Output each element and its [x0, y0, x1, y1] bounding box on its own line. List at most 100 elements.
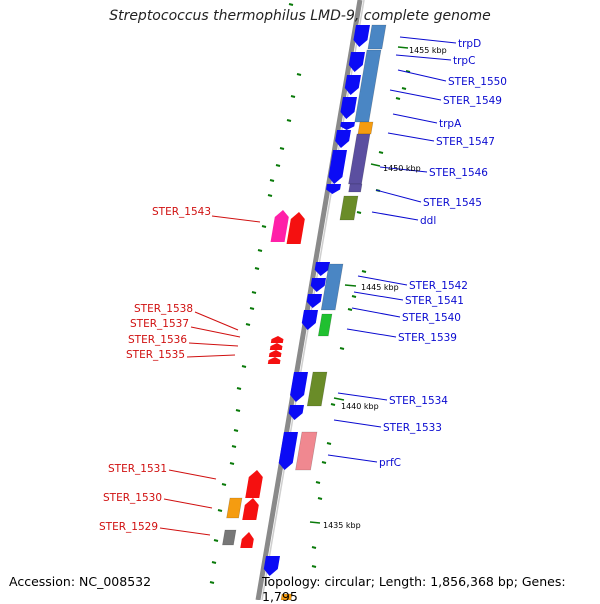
gene-label-ddl[interactable]: ddl [420, 215, 436, 227]
gc-skew-dash [279, 147, 285, 150]
gc-skew-dash [217, 509, 223, 512]
leader-line [397, 69, 447, 82]
cog-feature [306, 371, 328, 407]
gene-label-ster-1536[interactable]: STER_1536 [128, 334, 187, 346]
gene-feature [310, 278, 326, 292]
gene-label-ster-1534[interactable]: STER_1534 [389, 395, 448, 407]
gene-label-ster-1540[interactable]: STER_1540 [402, 312, 461, 324]
leader-line [346, 328, 397, 338]
gene-label-trpc[interactable]: trpC [453, 55, 475, 67]
gc-skew-dash [339, 347, 345, 350]
gene-label-ster-1543[interactable]: STER_1543 [152, 206, 211, 218]
reverse-gene-labels: STER_1543 STER_1538 STER_1537 STER_1536 … [99, 206, 211, 533]
gene-feature [270, 210, 289, 242]
tick-mark [344, 284, 357, 287]
leader-line [392, 113, 438, 124]
gene-feature [340, 122, 355, 130]
gene-label-ster-1549[interactable]: STER_1549 [443, 95, 502, 107]
gene-feature [353, 25, 370, 47]
feature-track [222, 24, 387, 600]
gc-skew-dash [311, 565, 317, 568]
gc-skew-dash [288, 3, 294, 6]
gene-feature [278, 432, 298, 470]
gc-skew-dash [326, 442, 332, 445]
gene-label-ster-1537[interactable]: STER_1537 [130, 318, 189, 330]
leader-line [371, 211, 419, 221]
cog-feature [226, 497, 243, 519]
gc-skew-dash [275, 164, 281, 167]
gene-feature [267, 357, 281, 364]
tick-mark [333, 397, 345, 401]
forward-gene-labels: trpD trpC STER_1550 STER_1549 trpA STER_… [379, 38, 507, 469]
gene-feature [340, 97, 357, 119]
leader-line [159, 527, 211, 536]
gc-skew-dash [211, 561, 217, 564]
tick-label: 1435 kbp [323, 521, 361, 530]
gc-skew-dash [405, 70, 411, 73]
gene-label-ster-1538[interactable]: STER_1538 [134, 303, 193, 315]
gene-label-ster-1545[interactable]: STER_1545 [423, 197, 482, 209]
leader-line [353, 291, 404, 301]
leader-line [379, 166, 428, 173]
gc-skew-dash [269, 179, 275, 182]
gene-feature [335, 130, 351, 148]
gene-label-ster-1533[interactable]: STER_1533 [383, 422, 442, 434]
leader-line [399, 36, 457, 44]
gene-feature [288, 405, 304, 420]
cog-feature [348, 133, 371, 185]
gene-feature [242, 498, 259, 520]
leader-line [375, 189, 422, 203]
gene-label-ster-1547[interactable]: STER_1547 [436, 136, 495, 148]
cog-feature [295, 431, 318, 471]
gene-feature [301, 310, 318, 330]
gene-feature [348, 52, 365, 72]
gc-skew-dash [330, 403, 336, 406]
gc-skew-dash [236, 387, 242, 390]
cog-feature [339, 195, 359, 221]
gene-label-ster-1531[interactable]: STER_1531 [108, 463, 167, 475]
gene-label-prfc[interactable]: prfC [379, 457, 401, 469]
gene-label-ster-1546[interactable]: STER_1546 [429, 167, 488, 179]
gc-skew-dash [321, 461, 327, 464]
gene-label-ster-1541[interactable]: STER_1541 [405, 295, 464, 307]
gene-feature [245, 470, 263, 498]
cog-feature [320, 263, 344, 311]
cog-feature [367, 24, 387, 50]
leader-line [333, 419, 382, 428]
gc-skew-track [209, 3, 411, 584]
gc-skew-dash [221, 483, 227, 486]
cog-feature [280, 593, 293, 600]
gene-label-ster-1535[interactable]: STER_1535 [126, 349, 185, 361]
gene-feature [326, 184, 341, 194]
gc-skew-dash [235, 409, 241, 412]
gc-skew-dash [257, 249, 263, 252]
gene-label-trpa[interactable]: trpA [439, 118, 462, 130]
gene-label-ster-1550[interactable]: STER_1550 [448, 76, 507, 88]
gc-skew-dash [241, 365, 247, 368]
gene-label-ster-1542[interactable]: STER_1542 [409, 280, 468, 292]
leader-line [163, 498, 213, 509]
gc-skew-dash [347, 308, 353, 311]
gene-feature [269, 343, 283, 350]
gc-skew-dash [378, 151, 384, 154]
gene-label-ster-1530[interactable]: STER_1530 [103, 492, 162, 504]
gc-skew-dash [229, 462, 235, 465]
gene-feature [344, 75, 361, 95]
leader-line [357, 275, 408, 286]
leader-line [389, 89, 442, 101]
gc-skew-dash [317, 497, 323, 500]
tick-mark [370, 163, 381, 167]
gene-feature [268, 350, 282, 357]
gc-skew-dash [401, 87, 407, 90]
cog-feature [317, 313, 333, 337]
gc-skew-dash [395, 97, 401, 100]
gene-label-trpd[interactable]: trpD [458, 38, 481, 50]
gene-label-ster-1529[interactable]: STER_1529 [99, 521, 158, 533]
gc-skew-dash [213, 539, 219, 542]
gc-skew-dash [254, 267, 260, 270]
gc-skew-dash [315, 481, 321, 484]
leader-line [194, 311, 239, 331]
gene-label-ster-1539[interactable]: STER_1539 [398, 332, 457, 344]
gene-feature [328, 150, 347, 184]
